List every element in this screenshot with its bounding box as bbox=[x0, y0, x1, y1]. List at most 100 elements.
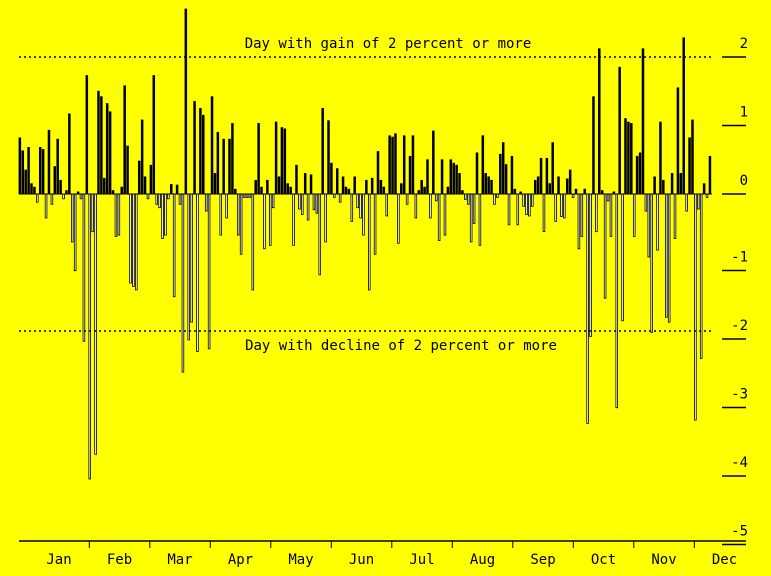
decline-bar bbox=[467, 193, 470, 205]
gain-bar bbox=[618, 66, 621, 195]
decline-bar bbox=[301, 193, 304, 215]
gain-bar bbox=[400, 183, 403, 195]
gain-bar bbox=[341, 176, 345, 195]
gain-bar bbox=[475, 152, 479, 195]
decline-bar bbox=[464, 193, 467, 200]
decline-bar bbox=[236, 193, 240, 236]
decline-bar bbox=[647, 193, 651, 258]
decline-bar bbox=[187, 193, 190, 341]
gain-bar bbox=[510, 155, 514, 195]
decline-bar bbox=[516, 193, 520, 226]
gain-bar bbox=[583, 188, 586, 195]
decline-bar bbox=[315, 193, 319, 214]
gain-bar bbox=[557, 176, 560, 195]
gain-bar bbox=[365, 179, 368, 195]
gain-bar bbox=[228, 138, 231, 195]
gain-bar bbox=[379, 179, 383, 195]
gain-bar bbox=[33, 186, 36, 195]
x-tick-label: Feb bbox=[107, 552, 132, 568]
gain-bar bbox=[490, 179, 493, 195]
gain-bar bbox=[105, 103, 109, 195]
gain-bar bbox=[175, 184, 179, 195]
decline-bar bbox=[114, 193, 118, 237]
decline-bar bbox=[129, 193, 132, 284]
decline-bar bbox=[563, 193, 566, 219]
gain-bar bbox=[143, 176, 147, 195]
gain-bar bbox=[152, 75, 156, 195]
decline-bar bbox=[251, 193, 255, 291]
decline-bar bbox=[271, 193, 275, 209]
x-tick-label: Aug bbox=[470, 552, 495, 568]
decline-bar bbox=[298, 193, 301, 210]
gain-bar bbox=[682, 37, 685, 195]
decline-bar bbox=[609, 193, 613, 237]
gain-bar bbox=[662, 179, 665, 195]
gain-bar bbox=[216, 131, 220, 195]
gain-bar bbox=[68, 113, 71, 195]
decline-bar bbox=[705, 193, 709, 198]
gain-bar bbox=[679, 173, 683, 195]
decline-bar bbox=[615, 193, 619, 409]
decline-bar bbox=[685, 193, 688, 212]
decline-bar bbox=[385, 193, 388, 217]
decline-bar bbox=[577, 193, 581, 250]
gain-bar bbox=[382, 186, 386, 195]
gain-bar bbox=[199, 107, 202, 195]
gain-bar bbox=[370, 177, 374, 195]
decline-bar bbox=[580, 193, 584, 237]
gain-bar bbox=[24, 169, 27, 195]
decline-bar bbox=[306, 193, 310, 221]
decline-bar bbox=[606, 193, 610, 202]
decline-bar bbox=[242, 193, 246, 198]
gain-label-background bbox=[238, 34, 538, 51]
gain-bar bbox=[446, 186, 450, 195]
decline-bar bbox=[269, 193, 272, 246]
decline-bar bbox=[333, 193, 336, 198]
y-tick-label: -1 bbox=[731, 250, 748, 266]
gain-bar bbox=[402, 135, 406, 195]
gain-bar bbox=[574, 188, 578, 195]
decline-bar bbox=[204, 193, 208, 212]
decline-bar bbox=[82, 193, 86, 342]
decline-bar bbox=[469, 193, 473, 243]
gain-bar bbox=[499, 153, 502, 195]
decline-bar bbox=[132, 193, 135, 287]
gain-bar bbox=[458, 173, 461, 195]
gain-bar bbox=[65, 190, 68, 195]
decline-bar bbox=[554, 193, 557, 222]
gain-bar bbox=[420, 179, 423, 195]
decline-bar bbox=[621, 193, 624, 322]
decline-bar bbox=[88, 193, 91, 480]
gain-bar bbox=[120, 186, 124, 195]
gain-bar bbox=[391, 136, 394, 195]
gain-bar bbox=[659, 121, 662, 195]
decline-bar bbox=[528, 193, 531, 217]
gain-bar bbox=[452, 162, 455, 195]
gain-bar bbox=[41, 149, 45, 195]
gain-bar bbox=[327, 120, 330, 195]
gain-bar bbox=[47, 129, 51, 195]
gain-bar bbox=[335, 168, 339, 195]
gain-bar bbox=[231, 123, 234, 195]
x-tick-label: Dec bbox=[712, 552, 737, 568]
decline-bar bbox=[164, 193, 167, 236]
gain-bar bbox=[321, 107, 324, 195]
decline-bar bbox=[472, 193, 476, 224]
decline-bar bbox=[79, 193, 83, 200]
gain-bar bbox=[254, 179, 257, 195]
decline-bar bbox=[312, 193, 316, 211]
decline-bar bbox=[71, 193, 74, 243]
decline-bar bbox=[196, 193, 199, 352]
gain-bar bbox=[108, 111, 112, 195]
gain-bar bbox=[388, 135, 391, 195]
gain-bar bbox=[670, 173, 674, 195]
gain-bar bbox=[140, 119, 144, 195]
decline-bar bbox=[522, 193, 525, 207]
gain-bar bbox=[257, 123, 260, 195]
x-tick-label: Nov bbox=[651, 552, 676, 568]
decline-bar bbox=[405, 193, 409, 205]
decline-bar bbox=[318, 193, 322, 276]
gain-bar bbox=[289, 186, 292, 195]
gain-bar bbox=[394, 133, 397, 195]
decline-bar bbox=[146, 193, 150, 200]
